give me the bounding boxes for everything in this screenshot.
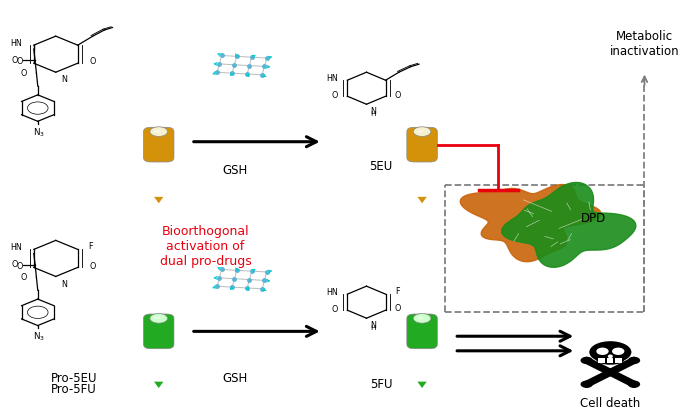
Text: GSH: GSH (222, 164, 247, 178)
FancyBboxPatch shape (407, 314, 437, 349)
FancyBboxPatch shape (407, 127, 437, 162)
Circle shape (597, 348, 609, 355)
Text: O: O (16, 58, 23, 66)
Text: H: H (371, 325, 376, 330)
Text: O: O (395, 304, 401, 314)
Ellipse shape (413, 127, 431, 136)
Text: N: N (371, 321, 376, 330)
Polygon shape (501, 183, 636, 267)
Text: F: F (88, 242, 93, 250)
Text: O: O (90, 262, 96, 271)
Text: O: O (395, 91, 401, 100)
Circle shape (580, 357, 593, 364)
Text: O: O (90, 58, 96, 66)
Ellipse shape (608, 354, 613, 358)
Circle shape (628, 381, 640, 388)
Text: O: O (332, 91, 338, 100)
Text: O: O (16, 262, 23, 271)
Text: HN: HN (326, 74, 338, 83)
FancyBboxPatch shape (143, 127, 174, 162)
Text: N: N (371, 107, 376, 116)
FancyBboxPatch shape (143, 314, 174, 349)
Ellipse shape (413, 314, 431, 323)
Text: Pro-5EU: Pro-5EU (51, 372, 97, 384)
Polygon shape (417, 382, 427, 388)
Circle shape (628, 357, 640, 364)
Text: Cell death: Cell death (580, 398, 640, 410)
Text: H: H (371, 111, 376, 117)
Text: N$_3$: N$_3$ (33, 330, 45, 343)
Text: Bioorthogonal
activation of
dual pro-drugs: Bioorthogonal activation of dual pro-dru… (160, 225, 251, 268)
Text: O: O (12, 260, 18, 269)
Ellipse shape (597, 355, 624, 365)
Text: N$_3$: N$_3$ (33, 126, 45, 138)
Polygon shape (417, 197, 427, 203)
Polygon shape (154, 382, 164, 388)
Ellipse shape (154, 316, 160, 319)
Circle shape (612, 348, 624, 355)
Text: O: O (21, 273, 27, 282)
Text: O: O (332, 305, 338, 314)
FancyBboxPatch shape (599, 358, 605, 363)
Ellipse shape (150, 127, 168, 136)
Text: GSH: GSH (222, 372, 247, 384)
Ellipse shape (417, 130, 424, 133)
Text: F: F (395, 287, 399, 296)
Circle shape (580, 381, 593, 388)
Ellipse shape (417, 316, 424, 319)
Text: O: O (12, 56, 18, 65)
Text: HN: HN (10, 39, 22, 48)
Text: HN: HN (10, 243, 22, 252)
Text: HN: HN (326, 288, 338, 297)
Ellipse shape (589, 341, 632, 363)
Ellipse shape (154, 130, 160, 133)
Text: N: N (61, 280, 67, 289)
Text: O: O (21, 69, 27, 78)
Text: 5FU: 5FU (370, 378, 393, 391)
Text: DPD: DPD (581, 212, 606, 225)
Text: Metabolic
inactivation: Metabolic inactivation (610, 30, 680, 59)
Polygon shape (154, 197, 164, 203)
Text: 5EU: 5EU (369, 159, 393, 173)
Ellipse shape (150, 314, 168, 323)
Text: Pro-5FU: Pro-5FU (51, 383, 97, 396)
Text: N: N (61, 75, 67, 84)
Polygon shape (460, 185, 601, 262)
FancyBboxPatch shape (615, 358, 622, 363)
FancyBboxPatch shape (607, 358, 613, 363)
